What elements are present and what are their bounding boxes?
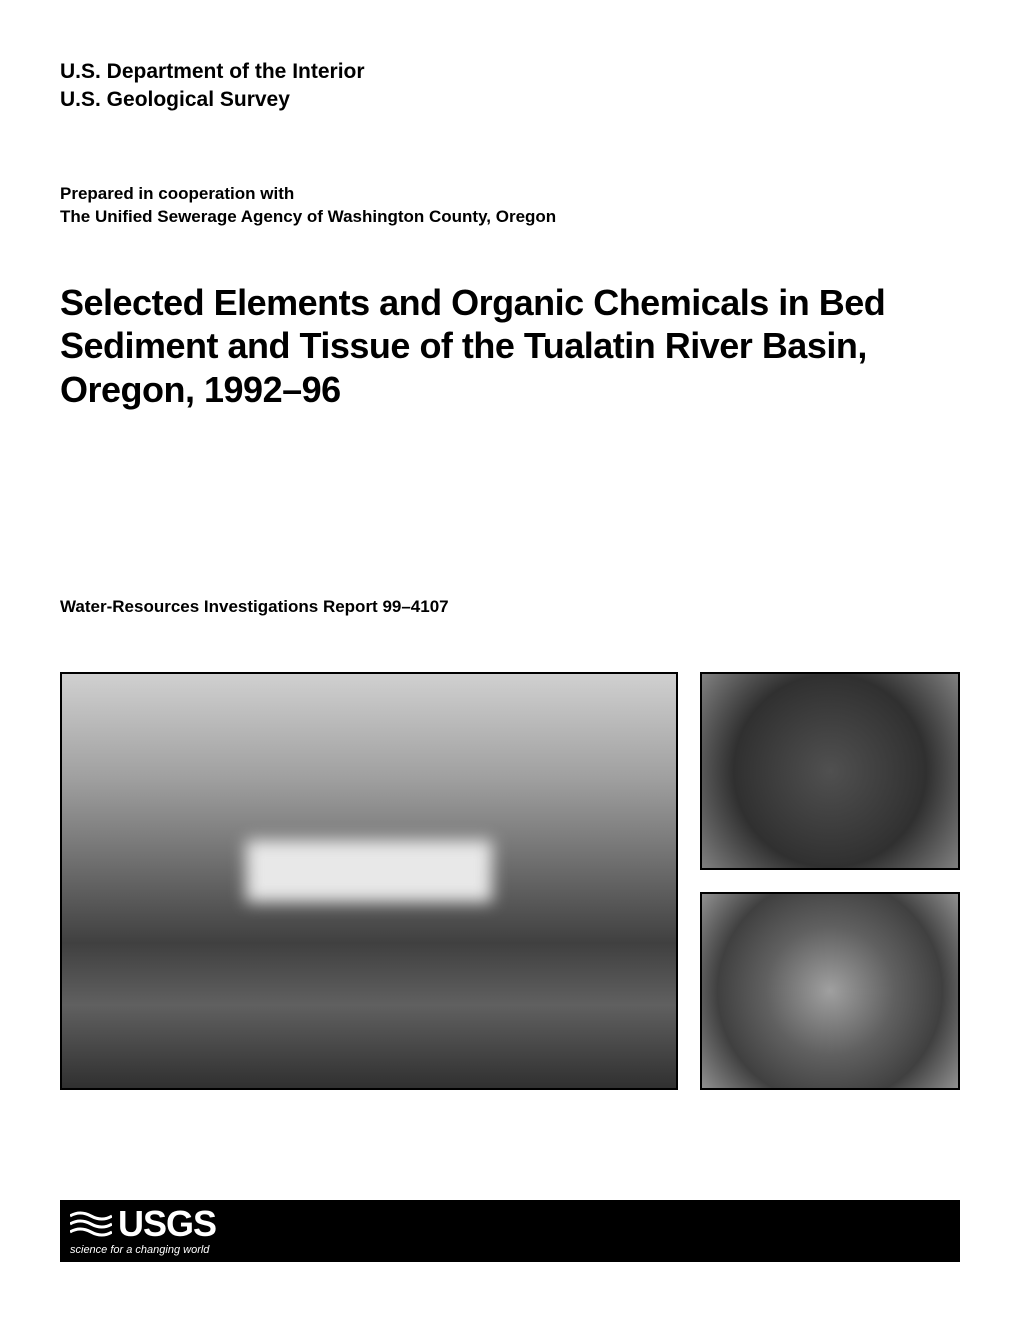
department-line-1: U.S. Department of the Interior	[60, 58, 960, 86]
usgs-waves-icon	[70, 1208, 112, 1240]
logo-text: USGS	[118, 1206, 216, 1242]
department-header: U.S. Department of the Interior U.S. Geo…	[60, 58, 960, 115]
image-grid	[60, 672, 960, 1090]
cooperation-line-1: Prepared in cooperation with	[60, 183, 960, 206]
small-images-column	[700, 672, 960, 1090]
logo-tagline: science for a changing world	[70, 1244, 216, 1256]
main-title: Selected Elements and Organic Chemicals …	[60, 281, 960, 413]
logo-main: USGS	[70, 1206, 216, 1242]
report-number: Water-Resources Investigations Report 99…	[60, 597, 960, 617]
department-line-2: U.S. Geological Survey	[60, 86, 960, 114]
tissue-photo	[700, 892, 960, 1090]
sediment-photo	[700, 672, 960, 870]
logo-bar: USGS science for a changing world	[60, 1200, 960, 1262]
cooperation-line-2: The Unified Sewerage Agency of Washingto…	[60, 206, 960, 229]
logo-container: USGS science for a changing world	[70, 1206, 216, 1256]
cooperation-block: Prepared in cooperation with The Unified…	[60, 183, 960, 229]
river-photo	[60, 672, 678, 1090]
document-page: U.S. Department of the Interior U.S. Geo…	[0, 0, 1020, 1320]
